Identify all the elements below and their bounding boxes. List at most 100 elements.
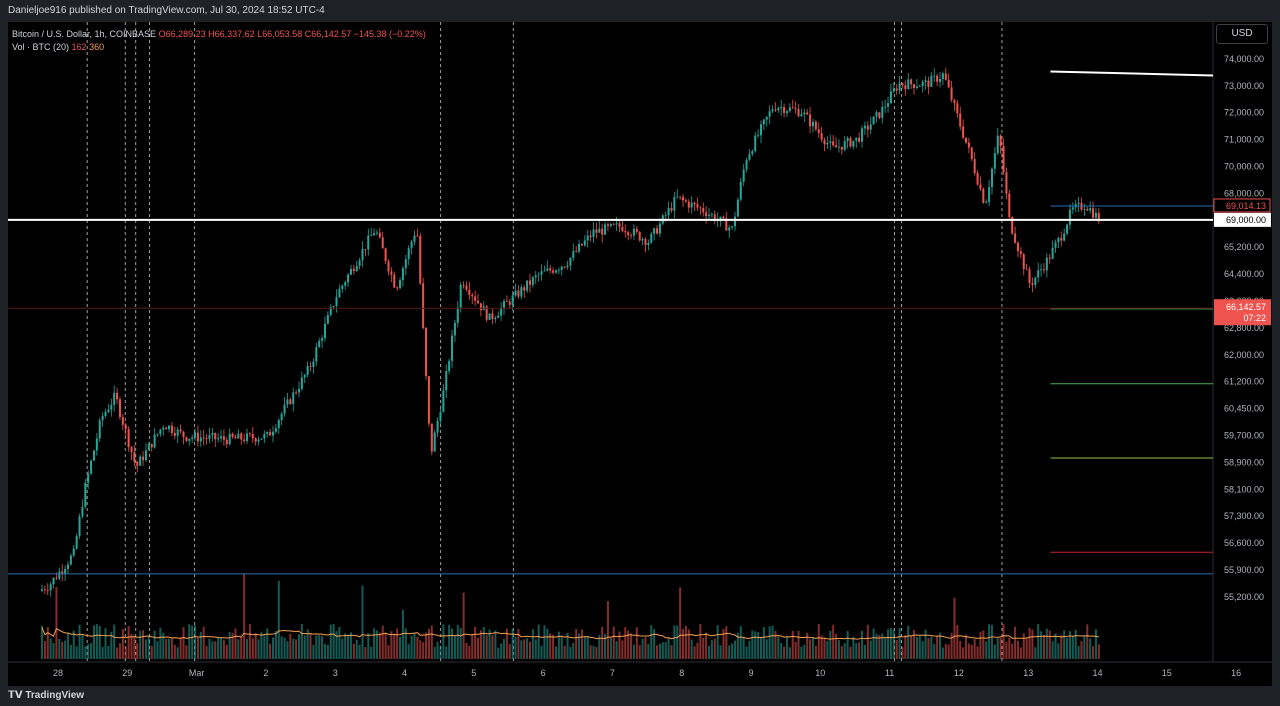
- candle-body: [748, 154, 751, 160]
- candle-body: [673, 197, 676, 211]
- volume-bar: [560, 636, 563, 659]
- volume-bar: [855, 643, 858, 659]
- currency-button[interactable]: USD: [1216, 24, 1268, 44]
- tradingview-logo[interactable]: 𝗧𝗩 TradingView: [8, 690, 84, 701]
- volume-bar: [889, 627, 892, 659]
- volume-bar: [251, 638, 254, 659]
- x-tick-label: 16: [1231, 668, 1241, 678]
- candle-body: [618, 223, 621, 227]
- volume-bar: [1074, 629, 1077, 659]
- volume-bar: [918, 635, 921, 659]
- volume-bar: [75, 646, 78, 659]
- volume-bar: [1019, 647, 1022, 659]
- volume-bar: [840, 646, 843, 659]
- volume-bar: [295, 639, 298, 659]
- volume-bar: [829, 631, 832, 659]
- volume-bar: [687, 629, 690, 659]
- candle-body: [872, 116, 875, 125]
- candle-body: [396, 287, 399, 289]
- volume-bar: [214, 641, 217, 659]
- volume-bar: [243, 573, 246, 659]
- candle-body: [907, 79, 910, 90]
- volume-bar: [1092, 646, 1095, 659]
- candle-body: [364, 248, 367, 250]
- volume-bar: [471, 633, 474, 659]
- candle-body: [627, 232, 630, 236]
- candle-body: [1060, 237, 1063, 241]
- candle-body: [768, 111, 771, 117]
- volume-bar: [306, 629, 309, 659]
- candle-body: [370, 235, 373, 237]
- symbol-title: Bitcoin / U.S. Dollar, 1h, COINBASE: [12, 29, 157, 39]
- candle-body: [1034, 277, 1037, 285]
- candle-body: [780, 107, 783, 109]
- candle-body: [260, 438, 263, 440]
- chart-frame[interactable]: 75,000.0074,000.0073,000.0072,000.0071,0…: [8, 22, 1272, 686]
- candle-body: [982, 188, 985, 203]
- volume-bar: [690, 639, 693, 659]
- candle-body: [176, 429, 179, 436]
- candle-body: [234, 437, 237, 439]
- volume-bar: [670, 645, 673, 659]
- candle-body: [586, 235, 589, 241]
- candle-body: [762, 119, 765, 125]
- candle-body: [993, 153, 996, 169]
- volume-bar: [234, 628, 237, 659]
- volume-bar: [326, 644, 329, 659]
- candle-body: [731, 226, 734, 228]
- candle-body: [214, 433, 217, 440]
- candle-body: [110, 404, 113, 410]
- volume-bar: [1071, 635, 1074, 659]
- volume-bar: [638, 645, 641, 659]
- candle-body: [147, 443, 150, 451]
- candle-body: [878, 112, 881, 118]
- candle-body: [572, 251, 575, 258]
- volume-bar: [661, 642, 664, 659]
- candle-body: [837, 146, 840, 148]
- candle-body: [511, 295, 514, 305]
- volume-bar: [728, 645, 731, 659]
- candle-body: [901, 83, 904, 86]
- candle-body: [474, 296, 477, 301]
- candle-body: [713, 214, 716, 222]
- candle-body: [289, 399, 292, 404]
- volume-bar: [999, 637, 1002, 659]
- candle-body: [191, 437, 194, 439]
- candle-body: [465, 285, 468, 290]
- price-chart[interactable]: 75,000.0074,000.0073,000.0072,000.0071,0…: [8, 22, 1272, 686]
- candle-body: [393, 274, 396, 288]
- volume-bar: [61, 641, 64, 659]
- candle-body: [425, 327, 428, 377]
- volume-bar: [892, 629, 895, 659]
- volume-bar: [679, 587, 682, 659]
- volume-bar: [941, 647, 944, 659]
- volume-bar: [748, 640, 751, 659]
- volume-bar: [66, 633, 69, 659]
- volume-bar: [777, 636, 780, 659]
- candle-body: [690, 202, 693, 208]
- candle-body: [220, 436, 223, 439]
- candle-body: [635, 228, 638, 232]
- candle-body: [887, 103, 890, 107]
- volume-bar: [349, 632, 352, 659]
- volume-bar: [182, 627, 185, 659]
- x-tick-label: 8: [679, 668, 684, 678]
- y-tick-label: 73,000.00: [1224, 81, 1264, 91]
- y-tick-label: 55,200.00: [1224, 592, 1264, 602]
- volume-bar: [693, 646, 696, 659]
- candle-body: [468, 289, 471, 295]
- candle-body: [485, 306, 488, 320]
- volume-bar: [713, 638, 716, 659]
- candle-body: [962, 126, 965, 138]
- candle-body: [208, 435, 211, 439]
- candle-body: [719, 216, 722, 220]
- volume-bar: [809, 639, 812, 659]
- volume-bar: [260, 631, 263, 659]
- candle-body: [1042, 269, 1045, 271]
- volume-bar: [338, 626, 341, 659]
- candle-body: [40, 589, 44, 591]
- candle-body: [332, 306, 335, 307]
- candle-body: [375, 232, 378, 234]
- candle-body: [1083, 209, 1086, 210]
- candle-body: [702, 208, 705, 213]
